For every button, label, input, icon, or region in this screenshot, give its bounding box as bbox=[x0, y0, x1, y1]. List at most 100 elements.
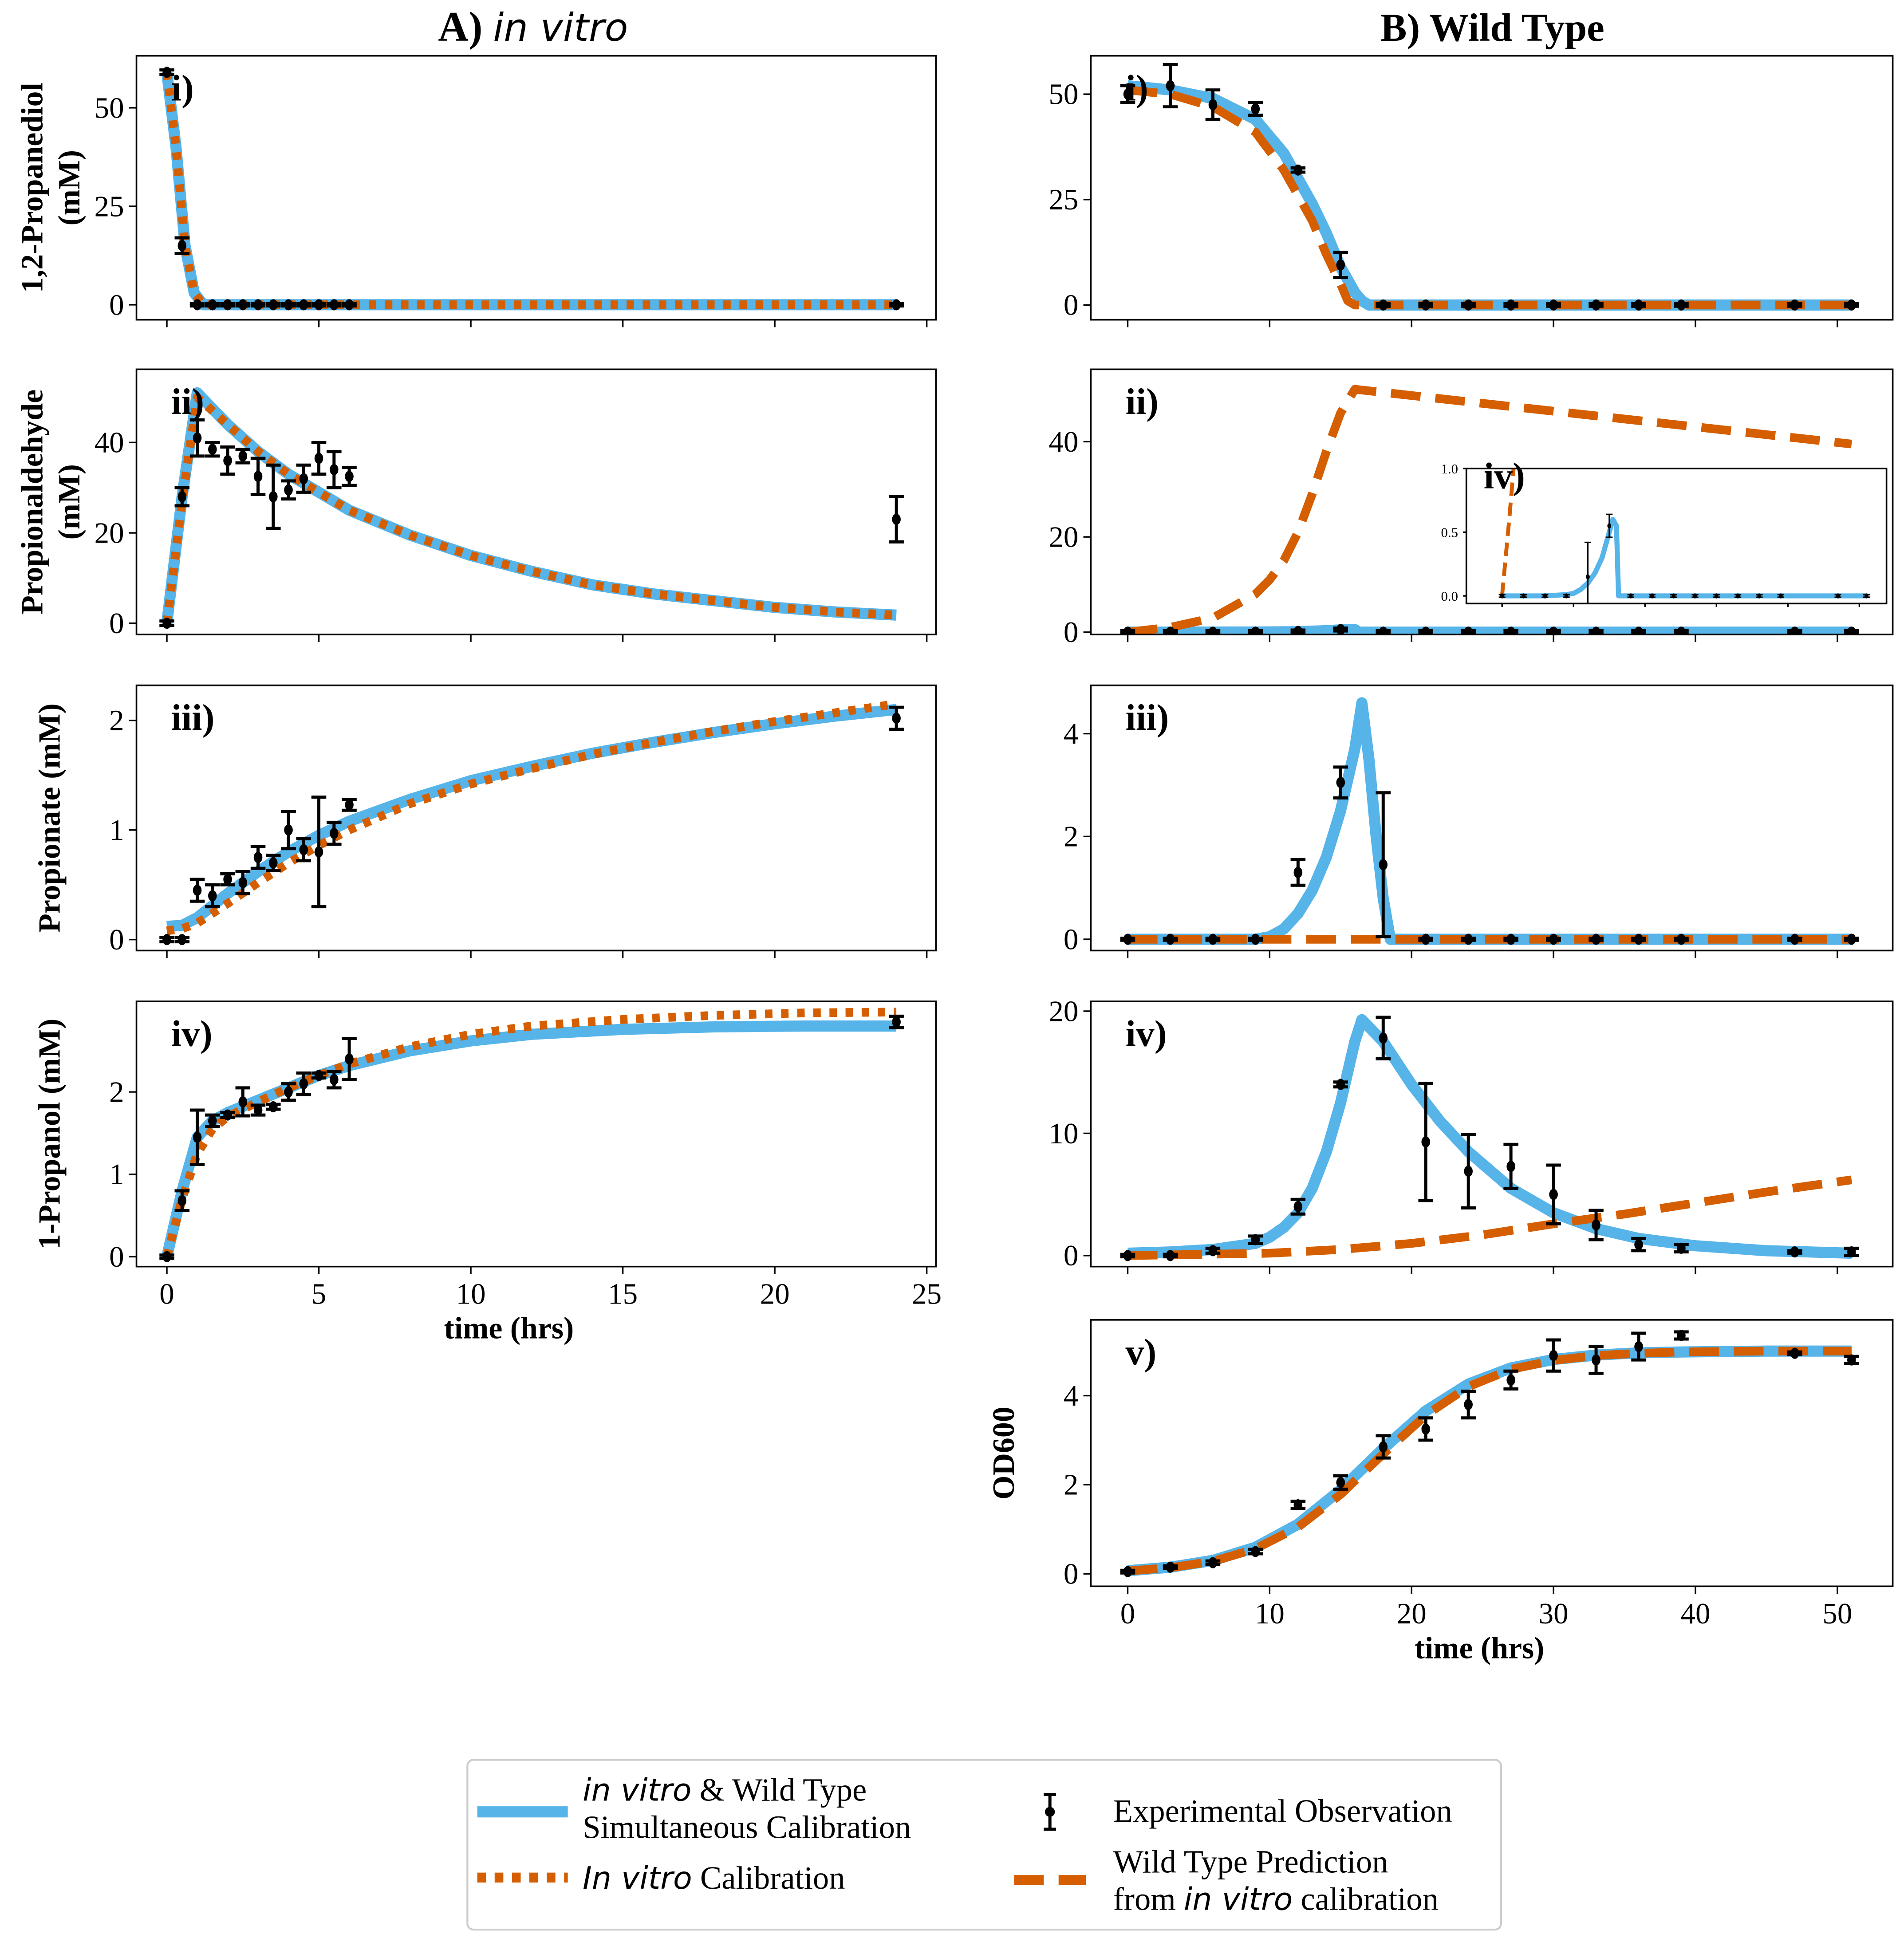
observation-marker bbox=[1251, 1546, 1260, 1557]
observation-point bbox=[1461, 1133, 1476, 1209]
observation-marker bbox=[1677, 1330, 1686, 1341]
y-tick-label: 0 bbox=[1064, 923, 1079, 956]
observation-point bbox=[1787, 934, 1802, 945]
observation-point bbox=[1546, 1163, 1561, 1225]
observation-marker bbox=[1251, 103, 1260, 115]
observation-marker bbox=[1421, 1423, 1430, 1435]
observation-marker bbox=[1549, 934, 1558, 945]
observation-point bbox=[281, 479, 296, 501]
observation-marker bbox=[1123, 88, 1132, 100]
observation-point bbox=[1674, 299, 1689, 311]
observation-point bbox=[1734, 593, 1742, 599]
legend-invitro-label: In vitro Calibration bbox=[583, 1860, 845, 1896]
observation-point bbox=[266, 463, 281, 530]
observation-marker bbox=[284, 299, 293, 311]
axes-frame bbox=[1090, 1319, 1894, 1587]
observation-point bbox=[1648, 593, 1656, 599]
observation-point bbox=[235, 299, 251, 311]
observation-marker bbox=[1379, 626, 1388, 635]
x-axis-label: time (hrs) bbox=[444, 1312, 574, 1346]
plot-area bbox=[1120, 385, 1859, 635]
y-tick-label: 1 bbox=[109, 814, 124, 847]
observation-marker bbox=[1847, 934, 1856, 945]
observation-marker bbox=[1293, 867, 1303, 878]
observation-point bbox=[311, 796, 327, 909]
observation-point bbox=[1670, 593, 1677, 599]
observation-point bbox=[1376, 791, 1391, 938]
series-line-simultaneous bbox=[1127, 1345, 1852, 1576]
x-tick-label: 20 bbox=[760, 1277, 790, 1310]
observation-point bbox=[1589, 299, 1604, 311]
observation-marker bbox=[1634, 1239, 1643, 1250]
observation-marker bbox=[345, 299, 354, 311]
observation-point bbox=[1248, 934, 1263, 945]
observation-point bbox=[220, 299, 235, 311]
observation-marker bbox=[1208, 99, 1218, 110]
observation-point bbox=[1418, 1416, 1433, 1442]
panel-label: iii) bbox=[1126, 697, 1169, 738]
observation-point bbox=[889, 1014, 904, 1029]
observation-point bbox=[342, 1036, 357, 1081]
observation-marker bbox=[238, 299, 248, 311]
observation-point bbox=[1606, 513, 1613, 538]
observation-point bbox=[1290, 858, 1306, 887]
panel-b5: 0 10 20 30 40 50 0 2 4 v) OD600 time (hrs) bbox=[987, 1319, 1894, 1665]
observation-point bbox=[296, 299, 311, 311]
series-line-prediction bbox=[1127, 86, 1852, 310]
observation-point bbox=[1589, 1345, 1604, 1375]
observation-point bbox=[889, 299, 904, 311]
observation-marker bbox=[1650, 593, 1654, 599]
observation-point bbox=[250, 845, 266, 870]
observation-marker bbox=[314, 299, 323, 311]
panel-label: iii) bbox=[171, 697, 215, 738]
observation-marker bbox=[238, 450, 248, 462]
observation-marker bbox=[1123, 934, 1132, 945]
plot-area bbox=[1120, 63, 1859, 311]
observation-marker bbox=[223, 455, 232, 466]
observation-point bbox=[1461, 626, 1476, 635]
observation-marker bbox=[314, 1070, 323, 1081]
observation-marker bbox=[1506, 934, 1515, 945]
x-tick-label: 10 bbox=[456, 1277, 486, 1310]
panel-label: ii) bbox=[171, 381, 204, 422]
legend-prediction-label: Wild Type Prediction bbox=[1113, 1844, 1388, 1880]
observation-marker bbox=[1736, 593, 1740, 599]
observation-point bbox=[1546, 626, 1561, 635]
y-tick-label: 2 bbox=[1064, 820, 1079, 853]
observation-marker bbox=[208, 1115, 217, 1127]
observation-point bbox=[311, 441, 327, 476]
observation-point bbox=[1376, 626, 1391, 635]
series-line-prediction bbox=[1500, 468, 1516, 596]
observation-marker bbox=[314, 846, 323, 858]
observation-marker bbox=[1677, 299, 1686, 311]
observation-point bbox=[205, 441, 220, 458]
observation-point bbox=[1205, 934, 1221, 945]
observation-point bbox=[250, 457, 266, 496]
observation-marker bbox=[177, 240, 187, 252]
observation-point bbox=[174, 934, 190, 945]
observation-marker bbox=[1464, 934, 1473, 945]
observation-marker bbox=[1123, 626, 1132, 635]
observation-marker bbox=[162, 934, 171, 945]
observation-point bbox=[342, 465, 357, 487]
observation-marker bbox=[269, 491, 278, 503]
observation-marker bbox=[1166, 1561, 1175, 1573]
series-line-simultaneous bbox=[1127, 697, 1852, 945]
observation-marker bbox=[1790, 1246, 1799, 1258]
y-tick-label: 4 bbox=[1064, 1379, 1079, 1412]
y-tick-label: 0.0 bbox=[1441, 589, 1458, 604]
observation-point bbox=[1589, 626, 1604, 635]
observation-marker bbox=[238, 877, 248, 888]
axes-frame bbox=[135, 684, 937, 952]
y-tick-label: 20 bbox=[1049, 995, 1078, 1028]
observation-point bbox=[1163, 626, 1178, 635]
legend-observation-label: Experimental Observation bbox=[1113, 1793, 1452, 1829]
observation-point bbox=[1631, 1237, 1646, 1253]
observation-marker bbox=[1464, 1399, 1473, 1410]
y-tick-label: 50 bbox=[95, 91, 124, 124]
observation-point bbox=[159, 934, 174, 945]
y-axis-label: 1,2-Propanediol (mM) bbox=[15, 83, 87, 293]
observation-marker bbox=[1671, 593, 1676, 599]
observation-marker bbox=[345, 1053, 354, 1065]
observation-marker bbox=[1634, 1341, 1643, 1352]
